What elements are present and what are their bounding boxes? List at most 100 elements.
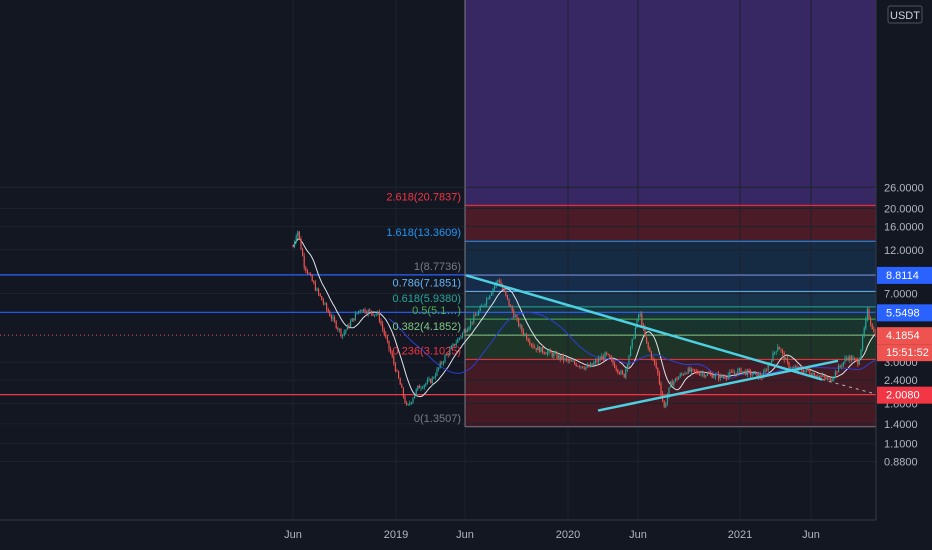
currency-tag[interactable]: [887, 5, 923, 24]
candle-body: [775, 351, 777, 353]
candle-body: [833, 376, 835, 380]
price-axis[interactable]: 26.000020.000016.000012.00007.00003.0000…: [875, 0, 932, 550]
candle-body: [732, 371, 734, 374]
candle-body: [714, 374, 716, 377]
candle-body: [804, 370, 806, 373]
candle-body: [324, 303, 326, 305]
candle-body: [351, 318, 353, 322]
candle-body: [438, 367, 440, 370]
candle-body: [841, 365, 843, 367]
candle-body: [471, 321, 473, 323]
price-badge[interactable]: [877, 266, 932, 284]
candle-body: [830, 378, 832, 382]
price-badge[interactable]: [877, 344, 932, 362]
candle-body: [482, 305, 484, 307]
candle-body: [740, 368, 742, 374]
candle-body: [646, 336, 648, 343]
candle-body: [655, 362, 657, 368]
candle-body: [369, 310, 371, 311]
candle-body: [455, 342, 457, 346]
candle-body: [583, 367, 585, 369]
candle-body: [689, 368, 691, 372]
candle-body: [814, 373, 816, 377]
candle-body: [644, 327, 646, 337]
candle-body: [386, 336, 388, 341]
candle-body: [785, 358, 787, 360]
candle-body: [854, 358, 856, 359]
candle-body: [537, 346, 539, 351]
candle-body: [711, 374, 713, 378]
candle-body: [447, 354, 449, 355]
candle-body: [298, 231, 300, 239]
trendlines[interactable]: [465, 274, 873, 412]
candle-body: [556, 353, 558, 359]
candle-body: [820, 375, 822, 377]
candle-body: [514, 316, 516, 318]
candle-body: [641, 313, 643, 326]
candle-body: [434, 375, 436, 378]
candle-body: [831, 379, 833, 382]
candle-body: [458, 337, 460, 340]
candle-body: [828, 378, 830, 380]
candle-body: [292, 246, 294, 248]
candle-body: [444, 355, 446, 362]
trendline-lower[interactable]: [597, 359, 839, 412]
candle-body: [311, 275, 313, 282]
candle-body: [450, 346, 452, 350]
candle-body: [343, 332, 345, 335]
fib-zone: [465, 205, 876, 242]
candle-body: [362, 309, 364, 312]
candle-body: [705, 375, 707, 377]
candle-body: [449, 349, 451, 355]
candle-body: [478, 310, 480, 315]
candle-body: [390, 348, 392, 353]
candle-body: [366, 312, 368, 314]
candle-body: [492, 288, 494, 294]
candle-body: [446, 354, 448, 356]
trendline-upper[interactable]: [465, 274, 823, 381]
candle-body: [486, 298, 488, 305]
candle-body: [834, 371, 836, 377]
candle-body: [746, 370, 748, 375]
candle-body: [609, 354, 611, 358]
candle-body: [729, 371, 731, 375]
candle-body: [476, 314, 478, 316]
price-badge[interactable]: [877, 327, 932, 345]
candle-body: [470, 321, 472, 328]
candle-body: [673, 381, 675, 386]
time-axis[interactable]: Jun 2019 Jun 2020 Jun 2021 Jun: [0, 519, 932, 550]
price-badge[interactable]: [877, 386, 932, 404]
candle-body: [431, 377, 433, 384]
candle-body: [748, 370, 750, 371]
candle-body: [754, 372, 756, 374]
candle-body: [401, 384, 403, 388]
candle-body: [550, 350, 552, 353]
candle-body: [465, 330, 467, 332]
candle-body: [750, 370, 752, 376]
candle-body: [582, 366, 584, 368]
price-badge[interactable]: [877, 304, 932, 322]
candle-body: [578, 366, 580, 367]
fib-zone: [465, 335, 876, 360]
candle-body: [566, 358, 568, 360]
candle-body: [466, 329, 468, 332]
candle-body: [708, 373, 710, 375]
candle-body: [407, 404, 409, 405]
fib-level-label: 2.618(20.7837): [386, 191, 461, 203]
price-tick-label: 12.0000: [884, 245, 924, 257]
candle-body: [433, 377, 435, 379]
fib-zones: [465, 0, 876, 427]
candle-body: [806, 368, 808, 371]
candle-body: [412, 398, 414, 403]
candle-body: [657, 367, 659, 374]
price-badge-label: 4.1854: [886, 330, 920, 342]
candle-body: [793, 367, 795, 369]
candle-body: [647, 342, 649, 348]
candle-body: [678, 377, 680, 380]
candle-body: [426, 380, 428, 384]
candle-body: [481, 305, 483, 307]
candle-body: [638, 314, 640, 320]
candle-body: [543, 352, 545, 354]
candle-body: [650, 351, 652, 359]
